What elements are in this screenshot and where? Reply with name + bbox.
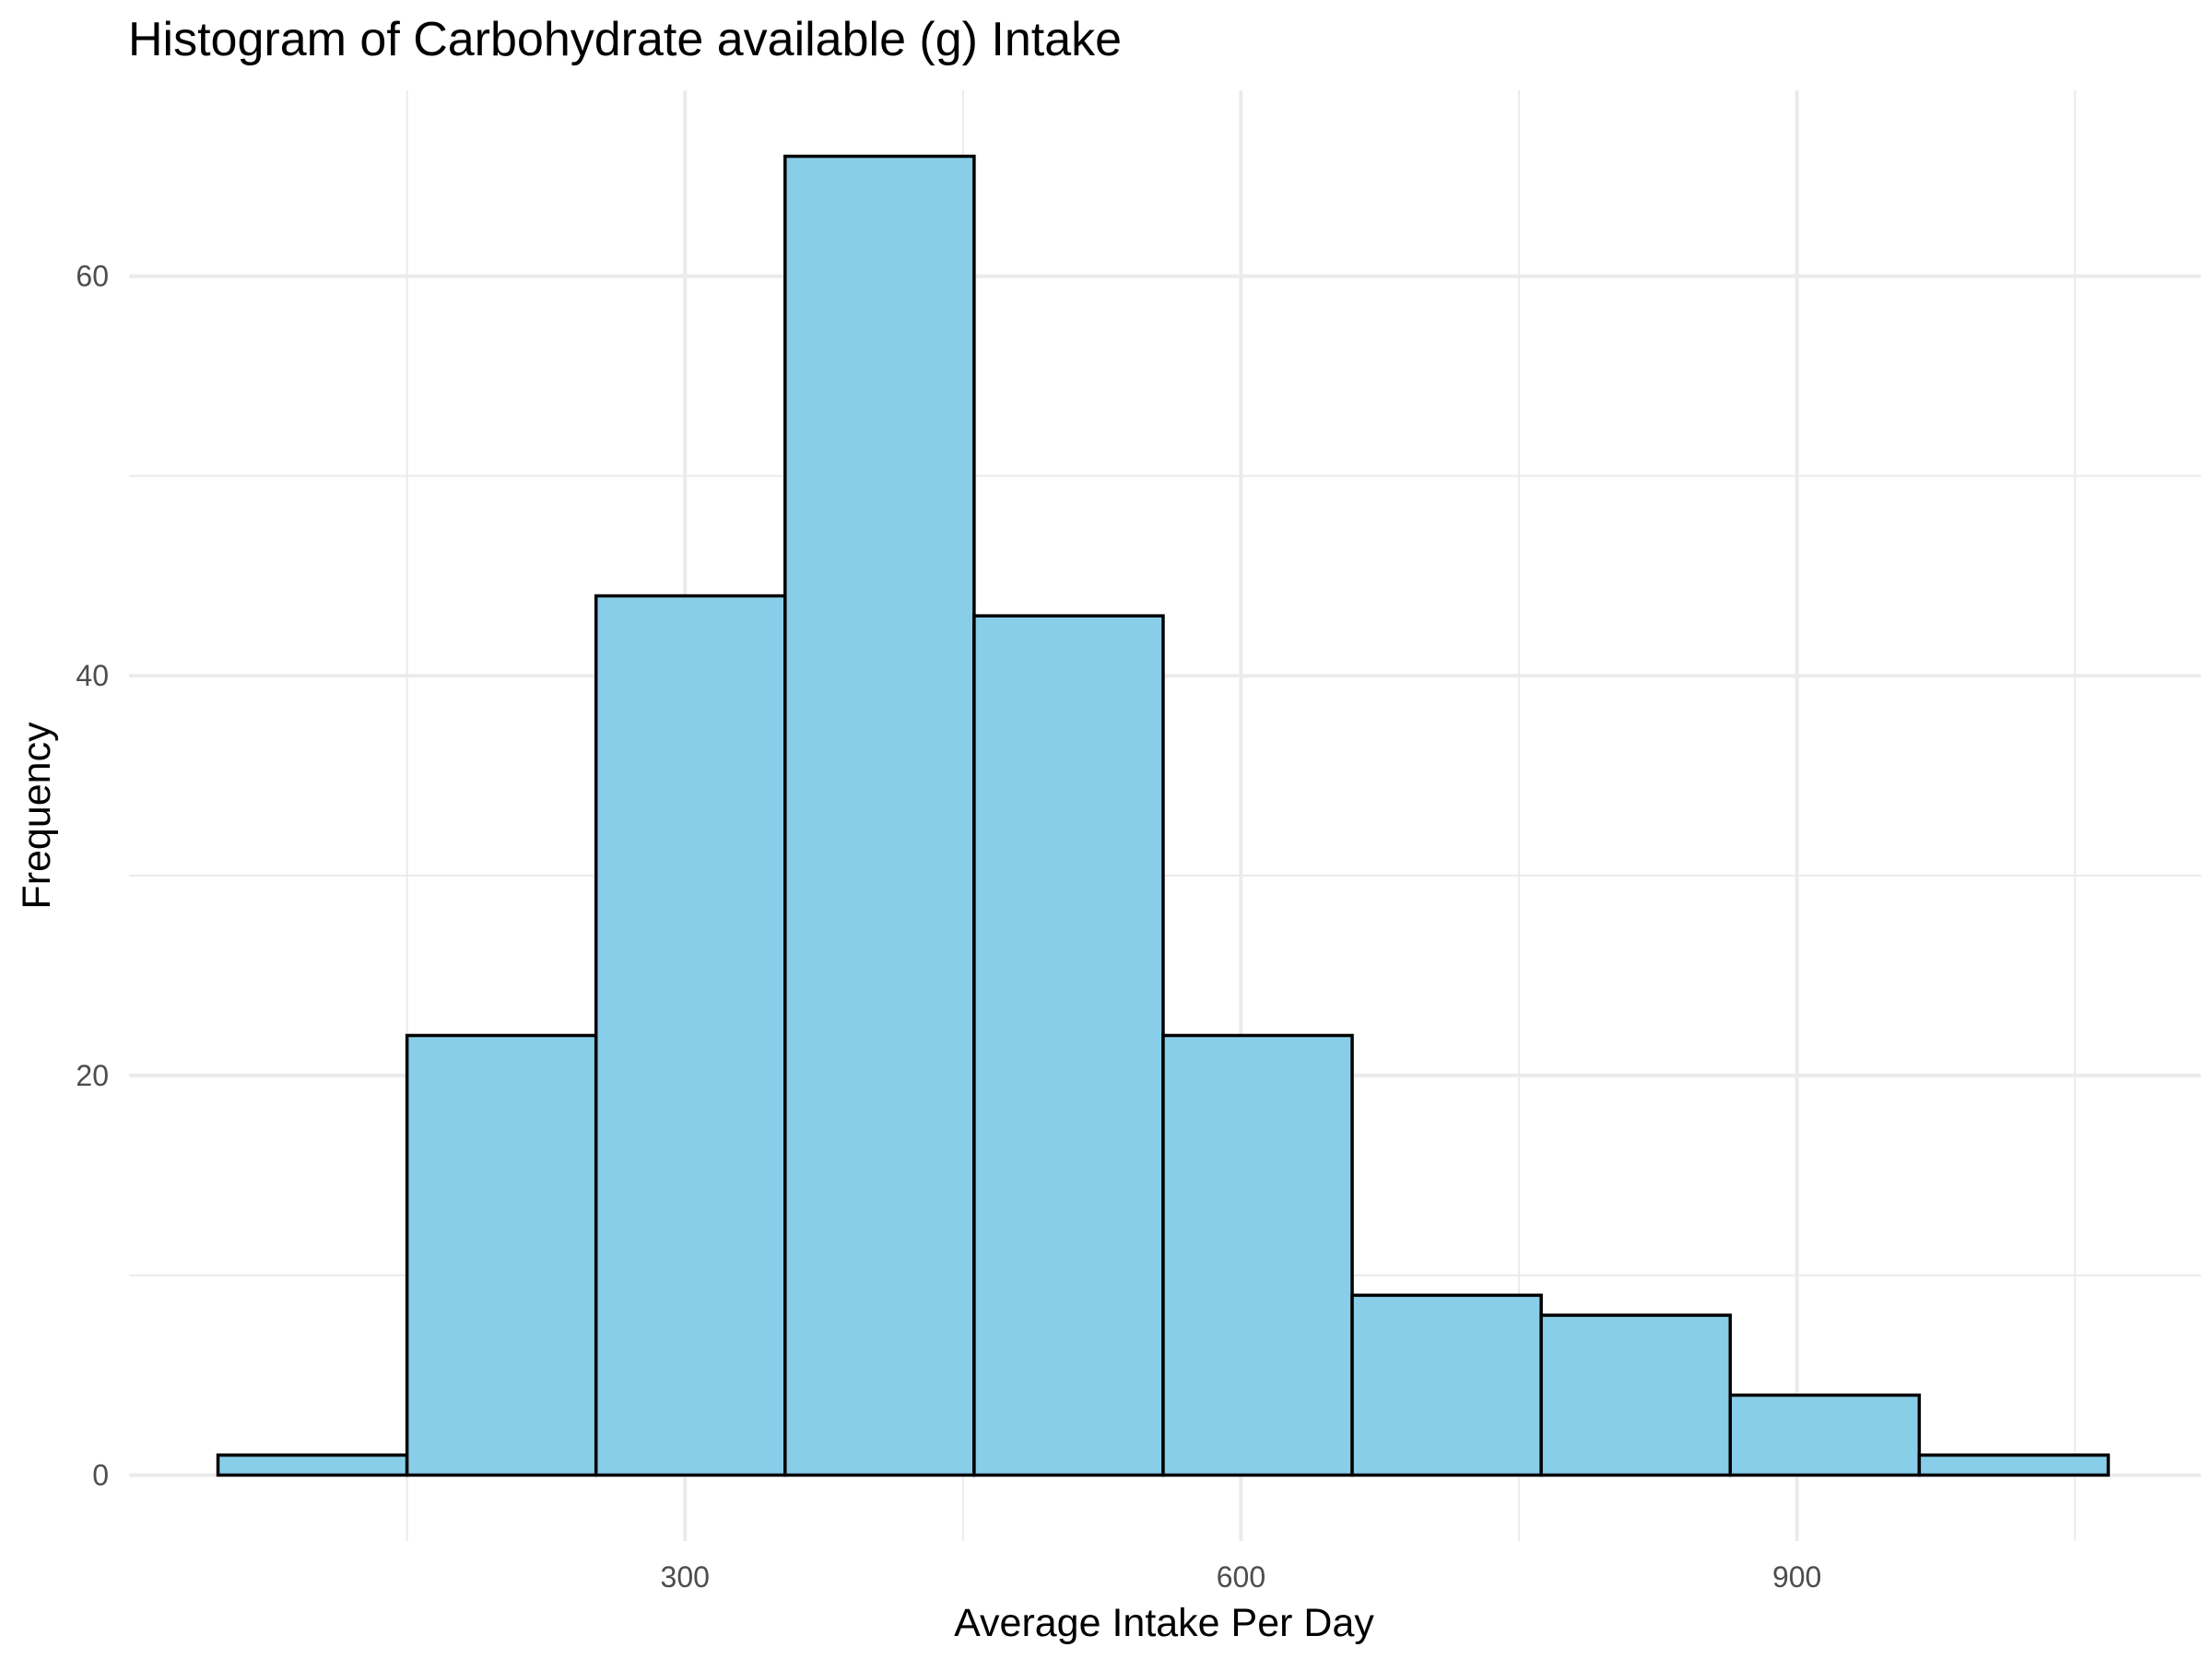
- y-tick-label: 60: [76, 260, 109, 293]
- histogram-bar-3: [594, 594, 787, 1477]
- y-tick-label: 20: [76, 1059, 109, 1092]
- x-tick-label: 600: [1217, 1560, 1265, 1594]
- histogram-bar-8: [1539, 1313, 1733, 1477]
- histogram-bar-6: [1161, 1033, 1354, 1477]
- histogram-bar-4: [783, 154, 976, 1477]
- x-tick-label: 900: [1772, 1560, 1821, 1594]
- histogram-bar-10: [1917, 1453, 2111, 1477]
- histogram-bar-5: [972, 614, 1165, 1477]
- histogram-bar-9: [1728, 1393, 1922, 1477]
- histogram-bars: [216, 154, 2111, 1477]
- y-axis-title: Frequency: [15, 722, 59, 910]
- histogram-bar-2: [405, 1033, 598, 1477]
- y-tick-label: 0: [92, 1458, 109, 1491]
- histogram-bar-7: [1350, 1293, 1543, 1477]
- tick-labels: 300 600 900 0 20 40 60: [76, 260, 1821, 1594]
- x-axis-title: Average Intake Per Day: [954, 1601, 1374, 1645]
- y-tick-label: 40: [76, 659, 109, 692]
- chart-title: Histogram of Carbohydrate available (g) …: [128, 13, 1122, 66]
- x-tick-label: 300: [661, 1560, 710, 1594]
- histogram-bar-1: [216, 1453, 409, 1477]
